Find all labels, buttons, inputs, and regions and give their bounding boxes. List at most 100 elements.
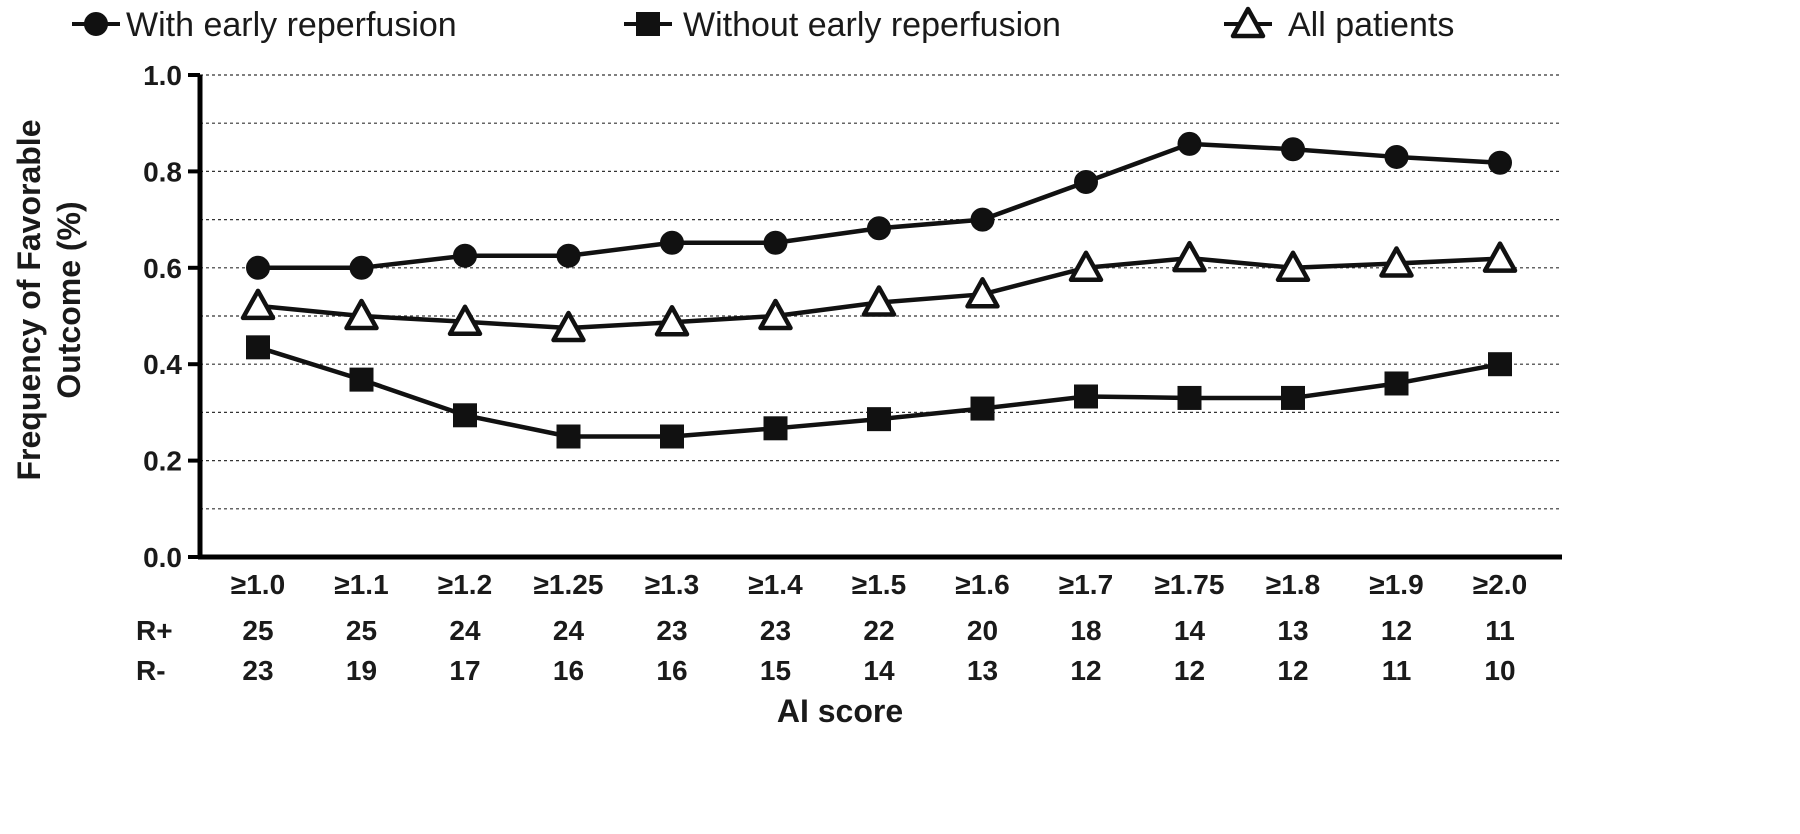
row-value: 16	[656, 655, 687, 686]
x-tick-label: ≥1.2	[438, 569, 492, 600]
y-axis-title-line2: Outcome (%)	[51, 201, 87, 398]
row-value: 11	[1382, 655, 1412, 686]
data-point	[1488, 352, 1512, 377]
x-axis-title: AI score	[777, 693, 903, 729]
data-point	[970, 396, 995, 421]
data-point	[1074, 170, 1098, 195]
y-tick-label: 0.4	[143, 349, 182, 380]
data-point	[1379, 246, 1414, 278]
legend-marker	[1230, 6, 1266, 39]
x-tick-label: ≥2.0	[1473, 569, 1527, 600]
data-point	[1384, 144, 1409, 169]
legend-marker	[84, 12, 108, 36]
legend-label: All patients	[1288, 6, 1454, 44]
data-point	[453, 243, 477, 268]
x-tick-label: ≥1.75	[1155, 569, 1225, 600]
row-value: 19	[346, 655, 377, 686]
y-tick-label: 0.8	[143, 156, 182, 187]
legend: With early reperfusion Without early repe…	[72, 6, 1454, 44]
x-tick-label: ≥1.6	[955, 569, 1009, 600]
y-tick-label: 0.0	[143, 542, 182, 573]
row-value: 12	[1381, 615, 1412, 646]
row-value: 17	[449, 655, 480, 686]
row-value: 11	[1485, 615, 1515, 646]
x-tick-label: ≥1.3	[645, 569, 699, 600]
series-layer	[240, 131, 1518, 449]
row-value: 14	[1174, 615, 1206, 646]
x-tick-label: ≥1.5	[852, 569, 906, 600]
row-value: 13	[1277, 615, 1308, 646]
data-point	[1177, 385, 1202, 410]
row-label: R+	[136, 615, 173, 646]
data-point	[447, 304, 483, 337]
row-value: 12	[1277, 655, 1308, 686]
data-point	[660, 424, 684, 449]
data-point	[660, 230, 684, 255]
row-value: 25	[242, 615, 273, 646]
y-axis-title: Frequency of Favorable Outcome (%)	[11, 120, 87, 481]
data-point	[1281, 137, 1305, 162]
legend-label: Without early reperfusion	[683, 6, 1061, 44]
data-point	[551, 310, 586, 343]
row-value: 22	[863, 615, 894, 646]
y-tick-label: 0.6	[143, 253, 182, 284]
legend-item: Without early reperfusion	[624, 6, 1061, 44]
data-point	[763, 416, 788, 441]
data-point	[758, 298, 793, 331]
x-tick-label: ≥1.7	[1059, 569, 1113, 600]
x-tick-label: ≥1.4	[748, 569, 803, 600]
data-point	[344, 298, 379, 331]
data-point	[763, 230, 788, 255]
series-square	[246, 335, 1512, 449]
legend-item: With early reperfusion	[72, 6, 457, 44]
y-tick-labels: 0.0 0.2 0.4 0.6 0.8 1.0	[143, 60, 182, 573]
legend-item: All patients	[1224, 6, 1454, 44]
row-value: 16	[553, 655, 584, 686]
x-tick-label: ≥1.9	[1369, 569, 1423, 600]
row-value: 25	[346, 615, 377, 646]
data-point	[867, 407, 891, 432]
row-value: 23	[656, 615, 687, 646]
x-tick-labels: ≥1.0 ≥1.1 ≥1.2 ≥1.25 ≥1.3 ≥1.4 ≥1.5 ≥1.6 ≥1.7 ≥1.…	[231, 569, 1527, 600]
legend-label: With early reperfusion	[126, 6, 457, 44]
data-point	[1488, 150, 1512, 175]
data-point	[1068, 250, 1104, 283]
row-value: 12	[1070, 655, 1101, 686]
data-point	[1177, 131, 1202, 156]
row-value: 24	[553, 615, 585, 646]
data-point	[861, 285, 897, 317]
row-value: 20	[967, 615, 998, 646]
row-label: R-	[136, 655, 166, 686]
row-value: 23	[760, 615, 791, 646]
row-value: 13	[967, 655, 998, 686]
x-tick-label: ≥1.0	[231, 569, 285, 600]
x-tick-label: ≥1.25	[534, 569, 604, 600]
data-point	[970, 207, 995, 232]
data-point	[1074, 384, 1098, 409]
data-point	[867, 216, 891, 241]
data-point	[965, 277, 1000, 309]
row-value: 14	[863, 655, 895, 686]
data-point	[1482, 241, 1518, 273]
series-triangle	[240, 240, 1518, 343]
row-value: 18	[1070, 615, 1101, 646]
data-point	[240, 288, 276, 321]
x-tick-label: ≥1.8	[1266, 569, 1320, 600]
legend-marker	[636, 12, 660, 36]
x-tick-label: ≥1.1	[334, 569, 388, 600]
data-point	[1384, 371, 1409, 396]
y-tick-label: 0.2	[143, 446, 182, 477]
y-axis-title-line1: Frequency of Favorable	[11, 120, 47, 481]
row-value: 15	[760, 655, 791, 686]
series-line	[258, 141, 1501, 271]
data-point	[1172, 240, 1207, 273]
row-value: 24	[449, 615, 481, 646]
row-value: 10	[1484, 655, 1515, 686]
data-point	[556, 243, 581, 268]
axes	[188, 73, 1562, 560]
data-point	[349, 367, 374, 392]
y-tick-label: 1.0	[143, 60, 182, 91]
row-value: 23	[242, 655, 273, 686]
series-circle	[246, 131, 1512, 280]
